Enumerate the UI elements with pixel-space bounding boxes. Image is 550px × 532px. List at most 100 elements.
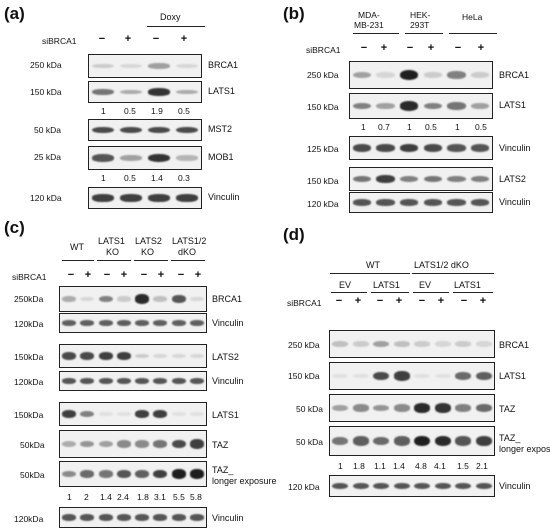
blot-band (135, 470, 150, 478)
blot-band (352, 199, 372, 206)
blot-band (120, 63, 142, 69)
panel-b-group: HEK- (410, 10, 431, 20)
blot-band (376, 102, 395, 110)
blot-band (98, 440, 113, 448)
panel-a-protein: MST2 (208, 124, 233, 134)
panel-a-kda: 250 kDa (30, 60, 62, 70)
panel-a-quant: 1 (101, 173, 106, 183)
blot-band (475, 371, 492, 381)
panel-c-protein: TAZ (212, 440, 229, 450)
blot-band (80, 352, 95, 360)
panel-d-group: WT (366, 260, 380, 270)
panel-a-kda: 150 kDa (30, 87, 62, 97)
blot-band (376, 175, 395, 183)
blot-band (352, 436, 369, 446)
blot-band (135, 514, 150, 521)
blot-band (189, 514, 204, 521)
blot-band (189, 320, 204, 326)
blot-band (135, 294, 150, 304)
panel-a-protein: Vinculin (208, 192, 240, 202)
blot-band (153, 469, 168, 479)
blot-band (171, 320, 186, 326)
blot-band (148, 63, 170, 69)
panel-c-kda: 120kDa (14, 377, 44, 387)
blot-band (98, 377, 113, 384)
blot-band (135, 440, 150, 448)
panel-d-si-state: + (354, 295, 362, 307)
blot-band (393, 482, 410, 490)
blot-band (447, 102, 466, 110)
blot-band (80, 377, 95, 384)
panel-b-si-state: − (360, 42, 368, 54)
blot-band (176, 194, 198, 202)
blot-band (153, 296, 168, 302)
blot-band (434, 482, 451, 490)
blot-band (80, 440, 95, 448)
blot-band (62, 296, 77, 302)
blot-band (171, 377, 186, 384)
blot-band (92, 154, 114, 162)
panel-a-kda: 50 kDa (34, 125, 61, 135)
blot-band (153, 514, 168, 521)
panel-d-protein: BRCA1 (499, 340, 530, 350)
panel-a-quant: 1.9 (151, 106, 163, 116)
blot-band (116, 320, 131, 326)
panel-a-blot-lats1 (88, 81, 202, 103)
blot-band (352, 482, 369, 490)
blot-band (80, 410, 95, 418)
panel-d-si-state: + (437, 295, 445, 307)
panel-d-subgroup: LATS1 (373, 280, 400, 290)
blot-band (470, 175, 490, 183)
blot-band (176, 89, 198, 95)
panel-b-kda: 150 kDa (307, 102, 339, 112)
blot-band (189, 353, 204, 359)
blot-band (447, 71, 466, 79)
blot-band (393, 371, 410, 381)
panel-c-si-state: + (120, 269, 128, 281)
blot-band (352, 175, 372, 183)
panel-b-si-state: − (406, 42, 414, 54)
panel-d-si-state: − (376, 295, 384, 307)
panel-d-kda: 120 kDa (288, 482, 320, 492)
blot-band (116, 411, 131, 417)
blot-band (414, 373, 431, 379)
blot-band (414, 403, 431, 413)
blot-band (171, 294, 186, 303)
blot-band (80, 296, 95, 302)
blot-band (475, 482, 492, 490)
blot-band (176, 63, 198, 69)
panel-d-group: LATS1/2 dKO (414, 260, 469, 270)
panel-c-group: KO (106, 247, 120, 257)
panel-c-quant: 1.8 (137, 492, 149, 502)
blot-band (189, 377, 204, 384)
panel-b-kda: 150 kDa (307, 176, 339, 186)
blot-band (120, 126, 142, 134)
blot-band (447, 199, 466, 206)
panel-d-quant: 2.1 (476, 461, 488, 471)
panel-b-kda: 125 kDa (307, 144, 339, 154)
panel-c-blot-taz-long (59, 461, 207, 487)
panel-c-quant: 1.4 (100, 492, 112, 502)
panel-b-blot-lats2 (349, 167, 493, 191)
blot-band (414, 482, 431, 490)
panel-c-blot-vinculin-3 (59, 507, 207, 528)
panel-d-protein: Vinculin (499, 481, 531, 491)
panel-d-kda: 50 kDa (296, 404, 323, 414)
blot-band (116, 296, 131, 302)
panel-c-group-line (97, 260, 131, 261)
blot-band (352, 71, 372, 79)
panel-d-si-state: + (479, 295, 487, 307)
blot-band (470, 199, 490, 206)
panel-d-subgroup: EV (419, 280, 432, 290)
panel-d-kda: 150 kDa (288, 371, 320, 381)
blot-band (98, 411, 113, 417)
panel-c-protein: Vinculin (212, 376, 244, 386)
panel-c-group: LATS1/2 (172, 236, 207, 246)
panel-c-blot-vinculin (59, 313, 207, 333)
blot-band (434, 435, 451, 447)
blot-band (135, 377, 150, 384)
panel-c-quant: 5.8 (190, 492, 202, 502)
panel-a-blot-mob1 (88, 146, 202, 170)
panel-b-quant: 0.7 (378, 122, 390, 132)
panel-a-group-line (147, 26, 205, 27)
